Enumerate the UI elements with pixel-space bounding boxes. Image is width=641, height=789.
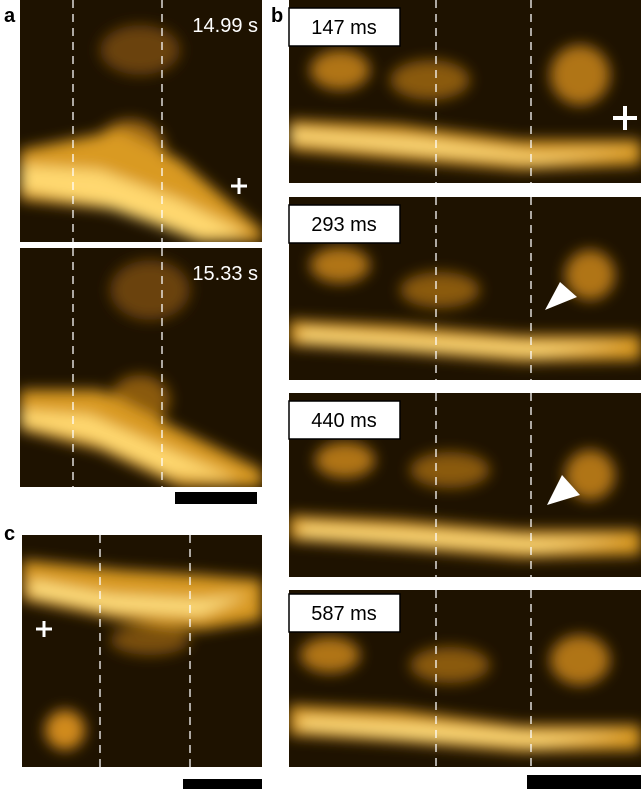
figure: 14.99 s 15.33 s a c bbox=[0, 0, 641, 789]
panel-label: a bbox=[4, 5, 16, 27]
panel-label: b bbox=[271, 5, 283, 27]
time-label: 147 ms bbox=[311, 17, 377, 39]
time-label: 15.33 s bbox=[192, 263, 258, 285]
time-label: 587 ms bbox=[311, 603, 377, 625]
panel-label: c bbox=[4, 523, 15, 545]
time-label: 293 ms bbox=[311, 214, 377, 236]
time-label: 440 ms bbox=[311, 410, 377, 432]
time-label: 14.99 s bbox=[192, 15, 258, 37]
scale-bar bbox=[175, 492, 257, 504]
image-c bbox=[22, 535, 262, 767]
scale-bar bbox=[183, 779, 262, 789]
scale-bar bbox=[527, 775, 641, 789]
